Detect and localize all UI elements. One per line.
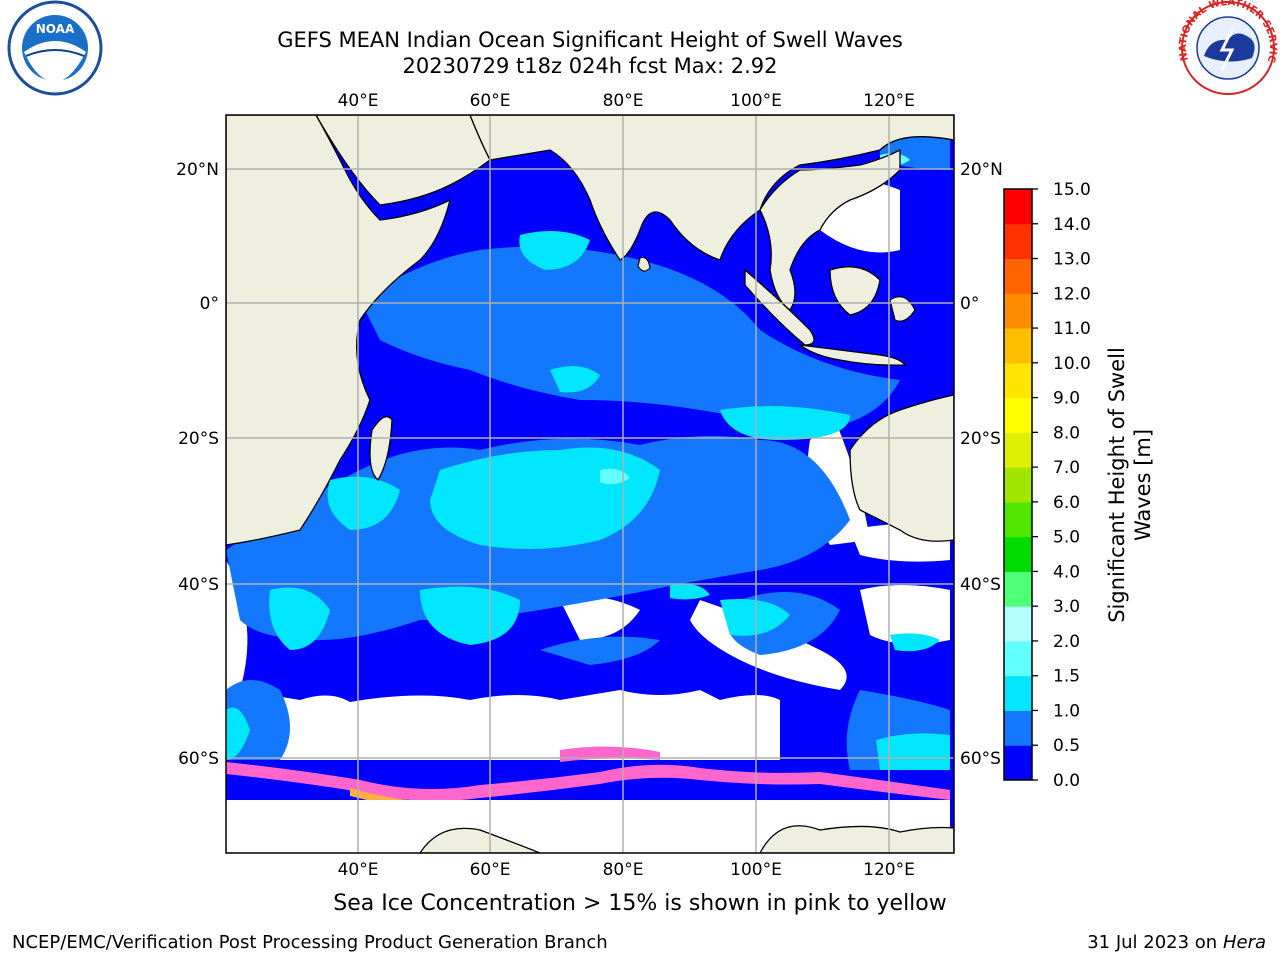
lat-label-left: 20°S: [178, 429, 219, 449]
lon-label-top: 40°E: [338, 91, 379, 111]
footer-date: 31 Jul 2023 on Hera: [1087, 932, 1266, 953]
colorbar-segment: [1004, 501, 1032, 538]
java-land: [797, 344, 907, 366]
colorbar-segment: [1004, 536, 1032, 572]
colorbar-segment: [1004, 293, 1032, 329]
lat-label-left: 0°: [200, 294, 219, 314]
colorbar-tick-label: 3.0: [1053, 597, 1080, 617]
antarctica-land: [419, 827, 541, 853]
colorbar-tick-label: 4.0: [1053, 562, 1080, 582]
asia-land: [469, 115, 954, 261]
lon-label-bottom: 40°E: [338, 860, 379, 880]
colorbar-tick-label: 1.0: [1053, 701, 1080, 721]
colorbar-tick-label: 0.0: [1053, 771, 1080, 791]
colorbar-segment: [1004, 571, 1032, 607]
noaa-logo-text: NOAA: [36, 22, 75, 36]
colorbar-segment: [1004, 745, 1032, 781]
colorbar-tick-label: 10.0: [1053, 354, 1091, 374]
lat-label-left: 40°S: [178, 575, 219, 595]
colorbar-segment: [1004, 432, 1032, 468]
colorbar-tick-label: 9.0: [1053, 389, 1080, 409]
australia-land: [849, 394, 954, 542]
lat-label-right: 40°S: [960, 575, 1001, 595]
colorbar-segment: [1004, 640, 1032, 677]
lon-label-bottom: 120°E: [863, 860, 915, 880]
footer-date-text: 31 Jul 2023 on: [1087, 932, 1223, 953]
lon-label-top: 80°E: [603, 91, 644, 111]
colorbar-tick-label: 6.0: [1053, 493, 1080, 513]
map-frame: [225, 114, 955, 854]
nws-logo-text: NATIONAL WEATHER SERVICE: [0, 0, 1278, 64]
colorbar-ticks: 0.0 0.5 1.0 1.5 2.0 3.0 4.0 5.0 6.0 7.0 8.0 9.0 10.0…: [1032, 180, 1091, 791]
colorbar-segment: [1004, 328, 1032, 364]
colorbar-segment: [1004, 606, 1032, 642]
colorbar-tick-label: 13.0: [1053, 250, 1091, 270]
colorbar-segment: [1004, 397, 1032, 433]
lat-label-left: 60°S: [178, 749, 219, 769]
colorbar-label-line1: Significant Height of Swell: [1105, 347, 1129, 623]
lat-label-right: 60°S: [960, 749, 1001, 769]
colorbar-segment: [1004, 675, 1032, 711]
colorbar: [1004, 189, 1032, 781]
sea-ice-note: Sea Ice Concentration > 15% is shown in …: [333, 891, 947, 916]
noaa-logo: NOAA: [7, 0, 103, 96]
colorbar-tick-label: 8.0: [1053, 423, 1080, 443]
colorbar-segment: [1004, 189, 1032, 225]
lat-label-left: 20°N: [176, 160, 219, 180]
colorbar-tick-label: 11.0: [1053, 319, 1091, 339]
colorbar-tick-label: 15.0: [1053, 180, 1091, 200]
colorbar-tick-label: 1.5: [1053, 667, 1080, 687]
lon-label-top: 100°E: [730, 91, 782, 111]
lat-label-right: 20°S: [960, 429, 1001, 449]
colorbar-segment: [1004, 362, 1032, 399]
lon-label-top: 120°E: [863, 91, 915, 111]
colorbar-tick-label: 0.5: [1053, 736, 1080, 756]
footer-credit: NCEP/EMC/Verification Post Processing Pr…: [12, 932, 608, 953]
low-swell-region: [226, 560, 780, 760]
lon-label-bottom: 80°E: [603, 860, 644, 880]
colorbar-segment: [1004, 710, 1032, 746]
map-area: [226, 115, 954, 853]
nws-logo: NATIONAL WEATHER SERVICE: [0, 0, 1278, 95]
colorbar-segment: [1004, 467, 1032, 503]
colorbar-segment: [1004, 223, 1032, 260]
lon-label-bottom: 100°E: [730, 860, 782, 880]
lat-label-right: 20°N: [960, 160, 1003, 180]
colorbar-tick-label: 14.0: [1053, 215, 1091, 235]
lat-label-right: 0°: [960, 294, 979, 314]
lon-label-bottom: 60°E: [470, 860, 511, 880]
colorbar-tick-label: 2.0: [1053, 632, 1080, 652]
colorbar-label-line2: Waves [m]: [1131, 429, 1155, 541]
grid-lines: [226, 115, 954, 853]
colorbar-tick-label: 12.0: [1053, 284, 1091, 304]
sea-ice-band: [226, 762, 950, 801]
sumatra-land: [744, 268, 815, 346]
plot-title: GEFS MEAN Indian Ocean Significant Heigh…: [277, 28, 903, 52]
colorbar-frame: [1003, 188, 1033, 781]
madagascar-land: [369, 416, 393, 481]
footer-host: Hera: [1222, 932, 1266, 953]
colorbar-tick-label: 5.0: [1053, 528, 1080, 548]
colorbar-segment: [1004, 258, 1032, 294]
lon-label-top: 60°E: [470, 91, 511, 111]
plot-subtitle: 20230729 t18z 024h fcst Max: 2.92: [402, 54, 778, 78]
colorbar-tick-label: 7.0: [1053, 458, 1080, 478]
